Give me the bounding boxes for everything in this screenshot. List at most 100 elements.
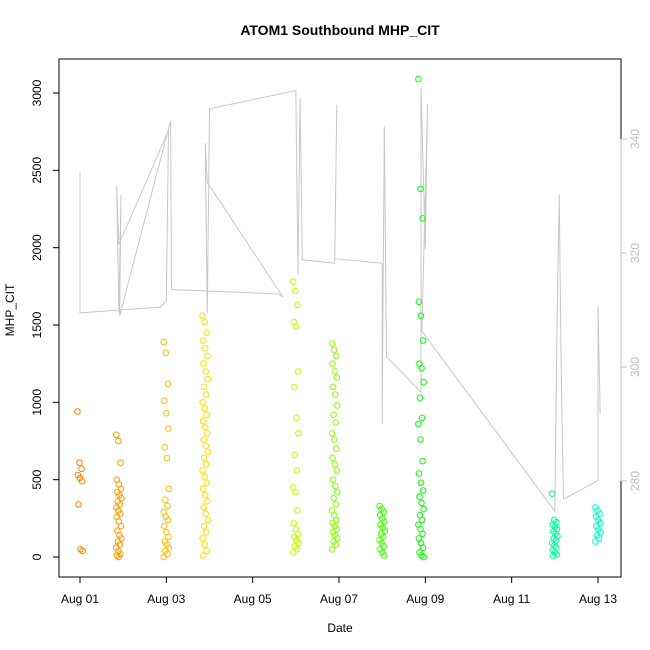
data-point [202,529,210,536]
data-point [199,399,206,406]
data-point [293,414,300,422]
right-axis: 280 300 320 340 [620,129,642,491]
data-point [117,459,124,467]
x-axis-label: Date [327,621,353,635]
data-point [415,298,423,306]
data-point [418,365,425,372]
data-point [79,547,86,555]
data-point [163,409,170,417]
data-point [420,505,427,513]
chart-title: ATOM1 Southbound MHP_CIT [240,22,440,38]
data-point [294,368,302,375]
data-point [165,485,173,493]
data-point [200,360,207,368]
data-point [328,546,336,553]
x-tick-label: Aug 07 [320,592,358,606]
data-point [328,340,336,347]
y-tick-label: 0 [30,553,44,560]
data-point [332,501,340,508]
data-point [203,479,210,487]
data-point [202,460,210,468]
data-point [202,391,210,398]
data-point [293,467,301,474]
data-point [419,544,427,552]
point-series [74,75,604,561]
data-point [289,549,297,556]
y2-tick-label: 340 [628,129,642,149]
data-point [290,519,298,527]
data-point [78,477,86,485]
data-point [292,287,299,295]
data-point [419,530,426,538]
data-point [201,405,208,412]
data-point [415,420,422,428]
data-point [330,346,338,354]
data-point [204,352,211,360]
data-point [418,499,425,507]
data-point [331,460,339,468]
data-point [202,368,209,375]
data-point [553,551,561,559]
data-point [165,425,172,432]
data-point [550,552,557,560]
data-point [160,338,167,346]
data-point [420,553,427,561]
x-tick-label: Aug 11 [493,592,530,606]
data-point [419,487,427,494]
data-point [164,516,172,524]
data-point [332,352,340,360]
y-tick-label: 2500 [30,157,44,184]
x-tick-label: Aug 01 [61,592,99,606]
data-point [292,323,300,330]
right-axis-line [79,87,601,513]
y-axis: 0 500 1000 1500 2000 2500 3000 [30,79,60,560]
y-tick-label: 3000 [30,79,44,106]
data-point [204,448,212,456]
data-point [203,547,210,555]
data-point [161,443,169,451]
y2-tick-label: 320 [628,243,642,263]
data-point [330,494,337,502]
data-point [200,504,207,511]
data-point [160,553,167,561]
data-point [204,498,211,505]
data-point [202,442,209,449]
data-point [420,378,427,386]
data-point [199,417,207,425]
x-tick-label: Aug 09 [406,592,444,606]
data-point [329,360,336,368]
data-point [115,553,123,561]
y-axis-label: MHP_CIT [3,283,17,336]
y-tick-label: 2000 [30,234,44,261]
data-point [113,552,121,559]
data-point [332,541,340,548]
data-point [199,337,207,344]
data-point [291,383,298,391]
data-point [204,516,212,524]
data-point [548,490,556,497]
data-point [331,391,339,398]
data-point [418,414,426,422]
data-point [328,430,336,437]
data-point [117,550,124,558]
data-point [201,423,209,431]
data-point [165,533,172,541]
data-point [117,522,125,530]
data-point [161,397,168,405]
data-point [332,516,340,524]
y2-tick-label: 300 [628,357,642,377]
data-point [331,482,339,490]
data-point [334,402,341,409]
plot-frame [58,58,622,578]
data-point [418,516,426,524]
data-point [200,383,208,391]
x-tick-label: Aug 03 [147,592,185,606]
data-point [115,437,122,445]
data-point [203,411,210,419]
data-point [199,485,207,493]
data-point [417,312,425,320]
data-point [294,301,301,309]
data-point [201,318,208,326]
data-point [199,467,206,474]
